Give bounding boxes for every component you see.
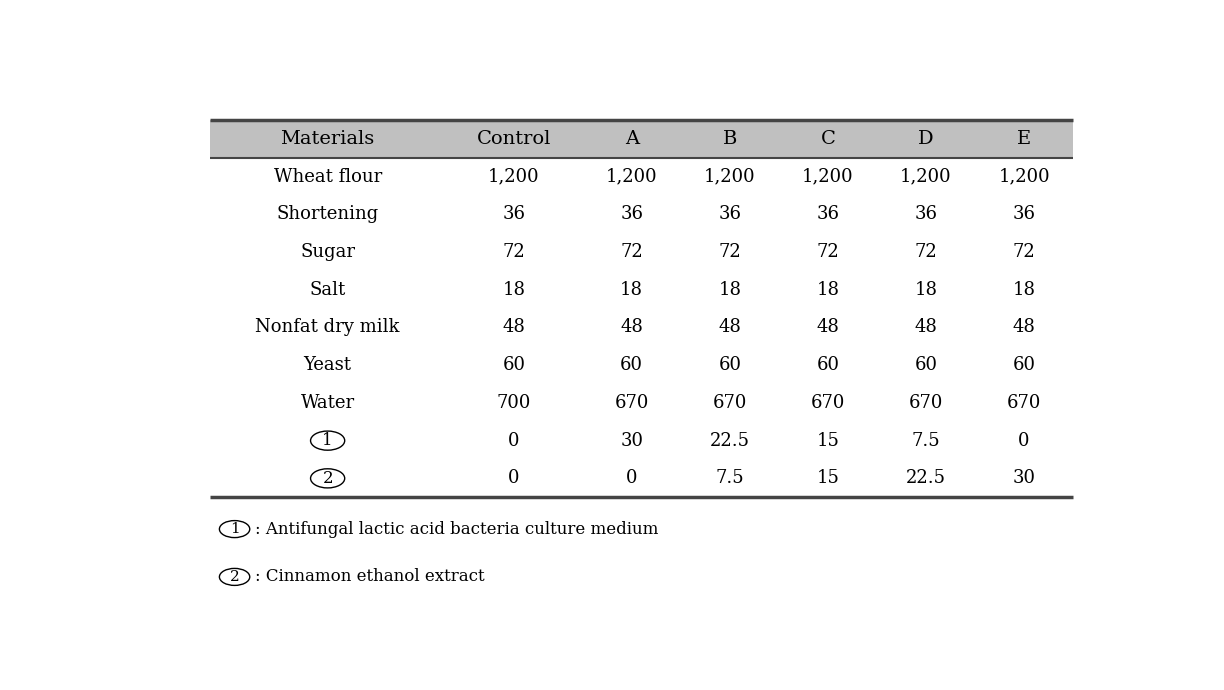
Text: 0: 0 [508,432,520,450]
Text: 60: 60 [816,356,840,374]
Text: 72: 72 [503,243,525,261]
Text: A: A [624,130,639,148]
FancyBboxPatch shape [211,120,1073,158]
Text: 670: 670 [1007,394,1042,412]
Text: 18: 18 [621,281,644,299]
Text: 72: 72 [914,243,938,261]
Text: 1: 1 [230,522,240,536]
Text: D: D [918,130,934,148]
Text: 30: 30 [621,432,644,450]
Text: 0: 0 [508,469,520,487]
Text: : Cinnamon ethanol extract: : Cinnamon ethanol extract [255,569,485,585]
Text: 60: 60 [503,356,525,374]
Text: 0: 0 [625,469,638,487]
Text: 48: 48 [816,319,840,337]
Text: 18: 18 [816,281,840,299]
Text: 1,200: 1,200 [606,168,657,186]
Text: Yeast: Yeast [304,356,351,374]
Text: 22.5: 22.5 [710,432,750,450]
Text: 15: 15 [816,432,840,450]
Text: 7.5: 7.5 [912,432,940,450]
Text: 72: 72 [1012,243,1036,261]
Text: 36: 36 [1012,206,1036,224]
Text: Nonfat dry milk: Nonfat dry milk [256,319,400,337]
Text: 48: 48 [621,319,643,337]
Text: 2: 2 [230,570,240,584]
Text: 1,200: 1,200 [488,168,540,186]
Text: 36: 36 [914,206,938,224]
Text: 22.5: 22.5 [906,469,946,487]
Text: B: B [722,130,737,148]
Text: Shortening: Shortening [277,206,378,224]
Text: Materials: Materials [280,130,375,148]
Text: 1,200: 1,200 [704,168,755,186]
Text: 36: 36 [503,206,525,224]
Text: 72: 72 [621,243,643,261]
Text: 18: 18 [503,281,525,299]
Text: 18: 18 [718,281,742,299]
Text: 0: 0 [1018,432,1029,450]
Text: 60: 60 [718,356,742,374]
Text: Control: Control [477,130,551,148]
Text: 36: 36 [621,206,644,224]
Text: 72: 72 [816,243,840,261]
Text: 60: 60 [1012,356,1036,374]
Text: 670: 670 [614,394,649,412]
Text: 36: 36 [816,206,840,224]
Text: 670: 670 [712,394,747,412]
Text: 30: 30 [1012,469,1036,487]
Text: 48: 48 [503,319,525,337]
Text: 36: 36 [718,206,742,224]
Text: 48: 48 [914,319,938,337]
Text: Sugar: Sugar [300,243,355,261]
Text: Wheat flour: Wheat flour [273,168,382,186]
Text: : Antifungal lactic acid bacteria culture medium: : Antifungal lactic acid bacteria cultur… [255,520,657,538]
Text: 1: 1 [322,432,333,449]
Text: Water: Water [301,394,355,412]
Text: 60: 60 [621,356,644,374]
Text: 700: 700 [497,394,531,412]
Text: 18: 18 [914,281,938,299]
Text: E: E [1017,130,1031,148]
Text: 18: 18 [1012,281,1036,299]
Text: 48: 48 [1012,319,1036,337]
Text: 2: 2 [322,470,333,487]
Text: 1,200: 1,200 [802,168,853,186]
Text: C: C [820,130,835,148]
Text: 48: 48 [718,319,742,337]
Text: 670: 670 [810,394,845,412]
Text: 670: 670 [908,394,944,412]
Text: 60: 60 [914,356,938,374]
Text: 7.5: 7.5 [716,469,744,487]
Text: 1,200: 1,200 [999,168,1050,186]
Text: 1,200: 1,200 [900,168,952,186]
Text: 72: 72 [718,243,742,261]
Text: 15: 15 [816,469,840,487]
Text: Salt: Salt [310,281,345,299]
